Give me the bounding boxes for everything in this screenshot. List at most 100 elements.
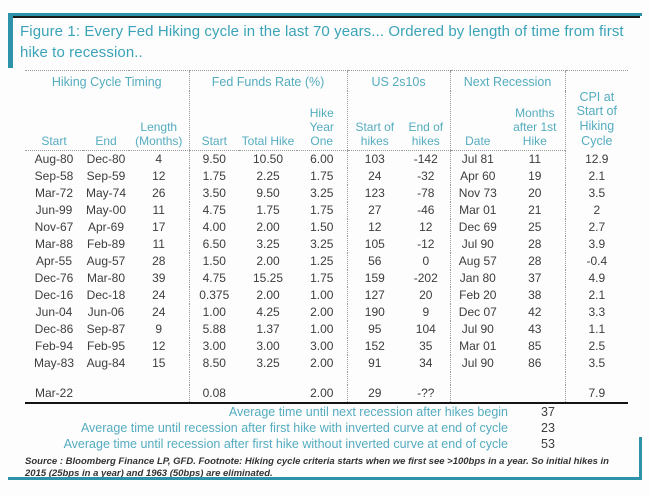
- column-cpi-at-start: CPI at Start of Hiking Cycle: [564, 70, 629, 151]
- table-cell: Jul 90: [449, 355, 506, 372]
- title-accent-bar: [8, 16, 13, 68]
- table-cell: 37: [528, 271, 542, 285]
- table-cell: 15: [152, 356, 166, 370]
- table-cell: 4: [155, 152, 163, 166]
- table-row: Nov-67 Apr-69 17 4.00 2.00 1.50 12 12 Dec 69 25 2.…: [25, 219, 629, 236]
- table-cell: 152: [346, 338, 403, 355]
- table-cell: [449, 372, 506, 385]
- right-accent-bar: [639, 437, 642, 480]
- table-cell: 34: [419, 356, 433, 370]
- table-cell: 5.88: [188, 321, 240, 338]
- table-cell: [239, 372, 297, 385]
- table-cell: 1.1: [564, 321, 629, 338]
- table-cell: 12: [152, 169, 166, 183]
- column-start: Start: [25, 90, 83, 151]
- table-cell: 9.50: [188, 150, 240, 168]
- table-row: Mar-88 Feb-89 11 6.50 3.25 3.25 105 -12 Jul 90 28…: [25, 236, 629, 253]
- table-cell: Mar-88: [34, 237, 73, 251]
- table-cell: 39: [152, 271, 166, 285]
- table-cell: 26: [152, 186, 166, 200]
- table-cell: 3.00: [310, 339, 334, 353]
- table-header: Hiking Cycle Timing Fed Funds Rate (%) U…: [25, 70, 629, 151]
- column-length-months: Length (Months): [129, 90, 190, 151]
- column-hike-year-one: Hike Year One: [297, 90, 348, 151]
- table-cell: 2.7: [564, 219, 629, 236]
- column-months-after-1st-hike: Months after 1st Hike: [505, 90, 566, 151]
- table-cell: 2.00: [256, 220, 280, 234]
- table-cell: Jun-04: [35, 305, 73, 319]
- column-total-hike: Total Hike: [239, 90, 298, 151]
- table-cell: 103: [346, 150, 403, 168]
- table-cell: 86: [528, 356, 542, 370]
- table-cell: [129, 372, 189, 385]
- table-cell: 3.50: [188, 185, 240, 202]
- table-cell: 28: [528, 237, 542, 251]
- table-cell: Nov 73: [449, 185, 506, 202]
- table-cell: 85: [528, 339, 542, 353]
- average-row: Average time until recession after first…: [25, 421, 628, 437]
- table-cell: Nov-67: [34, 220, 74, 234]
- average-row: Average time until recession after first…: [25, 437, 628, 453]
- table-cell: [505, 372, 565, 385]
- group-header-row: Hiking Cycle Timing Fed Funds Rate (%) U…: [25, 70, 629, 151]
- table-cell: [239, 385, 298, 404]
- table-cell: 6.50: [188, 236, 240, 253]
- table-cell: 12: [346, 219, 403, 236]
- table-cell: 20: [528, 186, 542, 200]
- table-cell: Mar-80: [86, 271, 125, 285]
- figure-content: Hiking Cycle Timing Fed Funds Rate (%) U…: [25, 70, 629, 481]
- table-cell: -78: [417, 186, 435, 200]
- table-row: Mar-72 May-74 26 3.50 9.50 3.25 123 -78 Nov 73 20…: [25, 185, 629, 202]
- table-cell: Feb 20: [449, 287, 506, 304]
- group-us-2s10s: US 2s10s: [346, 70, 451, 91]
- table-cell: 3.25: [310, 237, 334, 251]
- group-next-recession: Next Recession: [449, 70, 566, 91]
- table-row: Sep-58 Sep-59 12 1.75 2.25 1.75 24 -32 Apr 60 19 2…: [25, 168, 629, 185]
- table-cell: 2.25: [256, 169, 280, 183]
- table-cell: 19: [528, 169, 542, 183]
- table-cell: 1.50: [188, 253, 240, 270]
- table-row: Aug-80 Dec-80 4 9.50 10.50 6.00 103 -142 Jul 81 1…: [25, 150, 629, 168]
- table-cell: 21: [528, 203, 542, 217]
- average-value: 37: [541, 405, 555, 419]
- table-cell: 4.9: [564, 270, 629, 287]
- table-cell: [297, 372, 347, 385]
- table-cell: 3.9: [564, 236, 629, 253]
- column-start-of-hikes: Start of hikes: [346, 90, 403, 151]
- table-cell: 1.75: [256, 203, 280, 217]
- table-cell: 1.37: [256, 322, 280, 336]
- table-cell: Dec 07: [449, 304, 506, 321]
- table-cell: 2: [564, 202, 629, 219]
- table-cell: 2.00: [310, 356, 334, 370]
- table-cell: 0: [422, 254, 430, 268]
- table-cell: 3.25: [256, 356, 280, 370]
- table-cell: 12: [419, 220, 433, 234]
- table-cell: 1.75: [310, 271, 334, 285]
- table-cell: 35: [419, 339, 433, 353]
- table-cell: Aug-84: [86, 356, 126, 370]
- table-cell: 27: [346, 202, 403, 219]
- table-cell: 8.50: [188, 355, 240, 372]
- table-cell: 38: [528, 288, 542, 302]
- table-cell: 2.00: [256, 288, 280, 302]
- table-cell: 4.25: [256, 305, 280, 319]
- table-cell: 6.00: [310, 152, 334, 166]
- table-cell: [129, 385, 190, 404]
- table-cell: Aug 57: [449, 253, 506, 270]
- table-cell: 4.75: [188, 270, 240, 287]
- table-cell: 7.9: [564, 385, 629, 404]
- table-cell: Sep-87: [86, 322, 126, 336]
- table-row: Dec-16 Dec-18 24 0.375 2.00 1.00 127 20 Feb 20 38…: [25, 287, 629, 304]
- bottom-accent-line: [8, 477, 642, 480]
- average-row: Average time until next recession after …: [25, 405, 628, 421]
- table-row: Feb-94 Feb-95 12 3.00 3.00 3.00 152 35 Mar 01 85 2…: [25, 338, 629, 355]
- table-row: Dec-86 Sep-87 9 5.88 1.37 1.00 95 104 Jul 90 43 1.…: [25, 321, 629, 338]
- table-cell: Aug-80: [34, 152, 74, 166]
- table-cell: 11: [528, 152, 542, 166]
- table-row: Apr-55 Aug-57 28 1.50 2.00 1.25 56 0 Aug 57 28 -0.…: [25, 253, 629, 270]
- average-value: 53: [541, 437, 555, 451]
- table-cell: 95: [346, 321, 403, 338]
- table-row: May-83 Aug-84 15 8.50 3.25 2.00 91 34 Jul 90 86 3.…: [25, 355, 629, 372]
- table-cell: Dec-86: [34, 322, 74, 336]
- table-cell: 1.00: [310, 322, 334, 336]
